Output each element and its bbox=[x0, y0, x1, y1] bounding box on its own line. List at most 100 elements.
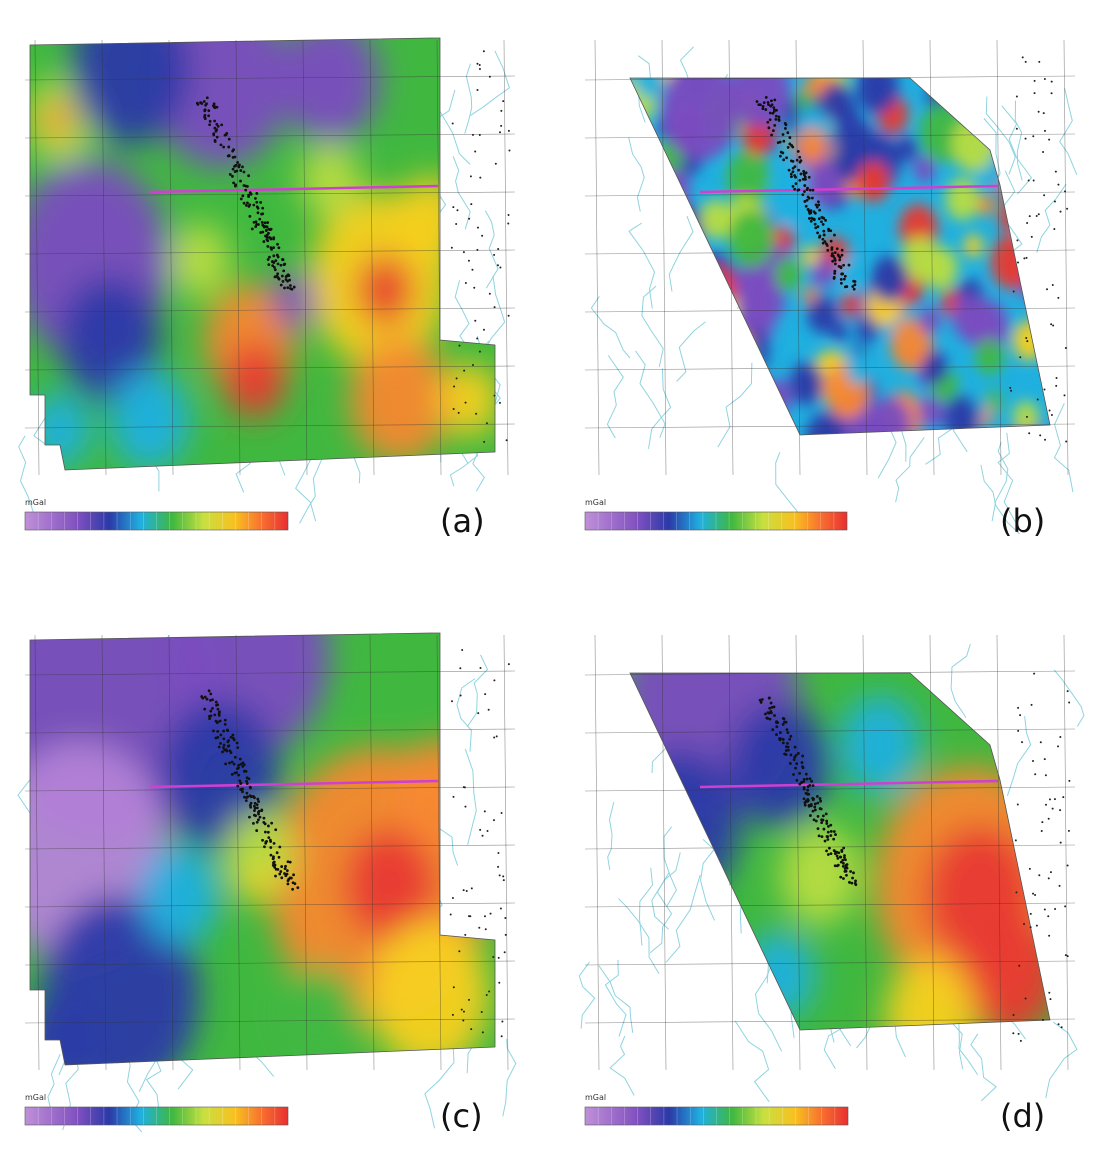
well bbox=[854, 883, 858, 887]
well bbox=[784, 749, 788, 752]
river bbox=[991, 441, 1009, 522]
anomaly bbox=[280, 38, 380, 143]
section-line bbox=[661, 634, 667, 1071]
heatmap-blobs bbox=[30, 633, 490, 1065]
section-line bbox=[369, 39, 375, 476]
anomaly bbox=[1006, 114, 1050, 168]
well bbox=[453, 385, 456, 388]
well bbox=[499, 907, 502, 910]
well bbox=[1048, 934, 1051, 937]
well bbox=[262, 816, 266, 820]
well bbox=[239, 788, 243, 791]
well bbox=[1026, 222, 1029, 225]
anomaly bbox=[857, 161, 891, 203]
well bbox=[239, 762, 243, 766]
well bbox=[507, 314, 510, 317]
well bbox=[208, 717, 212, 720]
anomaly bbox=[647, 163, 691, 216]
well bbox=[817, 217, 821, 221]
well bbox=[249, 795, 253, 799]
well bbox=[769, 104, 773, 108]
panel-label: (c) bbox=[440, 1097, 483, 1135]
river bbox=[609, 1035, 635, 1096]
well bbox=[232, 762, 236, 766]
well bbox=[768, 696, 771, 700]
well bbox=[810, 779, 814, 783]
well bbox=[788, 142, 792, 146]
well bbox=[833, 852, 837, 855]
well bbox=[217, 745, 221, 749]
well bbox=[837, 851, 841, 855]
map-outline bbox=[29, 37, 496, 471]
well bbox=[488, 75, 491, 78]
well bbox=[821, 814, 825, 818]
well bbox=[277, 277, 281, 281]
well bbox=[215, 122, 219, 126]
well bbox=[489, 912, 492, 915]
river bbox=[628, 222, 656, 309]
heatmap bbox=[30, 38, 495, 470]
river bbox=[1045, 1021, 1078, 1099]
well bbox=[267, 836, 271, 840]
well bbox=[483, 810, 486, 813]
well bbox=[263, 822, 267, 826]
anomaly bbox=[150, 38, 290, 168]
well bbox=[227, 145, 231, 149]
anomaly bbox=[673, 366, 718, 422]
profile-line bbox=[149, 184, 439, 194]
well bbox=[793, 174, 797, 177]
anomaly bbox=[923, 246, 958, 290]
well bbox=[783, 122, 787, 125]
well bbox=[832, 254, 835, 258]
well bbox=[806, 207, 810, 211]
well bbox=[1010, 389, 1013, 392]
well bbox=[504, 933, 507, 936]
well bbox=[811, 798, 815, 802]
well bbox=[269, 853, 273, 857]
well bbox=[1019, 714, 1022, 717]
well bbox=[286, 860, 290, 864]
anomaly bbox=[1038, 233, 1050, 262]
well bbox=[1043, 194, 1046, 197]
well bbox=[781, 151, 785, 155]
well bbox=[459, 694, 462, 697]
well bbox=[761, 104, 765, 108]
well bbox=[802, 777, 806, 781]
river bbox=[638, 867, 654, 946]
river bbox=[1001, 105, 1033, 195]
well bbox=[1060, 1026, 1063, 1029]
well bbox=[775, 108, 778, 112]
well bbox=[501, 1020, 504, 1023]
well bbox=[209, 698, 212, 702]
well bbox=[452, 407, 455, 410]
well bbox=[771, 728, 775, 731]
well bbox=[507, 663, 510, 666]
section-line bbox=[594, 39, 600, 476]
well bbox=[245, 791, 249, 795]
well bbox=[264, 228, 268, 232]
well bbox=[254, 220, 258, 224]
well bbox=[245, 779, 248, 783]
anomaly bbox=[913, 155, 936, 183]
well bbox=[1042, 112, 1045, 115]
river bbox=[456, 678, 476, 752]
well bbox=[273, 268, 277, 272]
well bbox=[778, 154, 782, 158]
well bbox=[458, 950, 461, 953]
well bbox=[1047, 877, 1050, 880]
anomaly bbox=[683, 263, 718, 307]
well bbox=[478, 350, 481, 353]
anomaly bbox=[635, 414, 674, 435]
well bbox=[269, 227, 273, 231]
well bbox=[1037, 213, 1040, 216]
anomaly bbox=[890, 317, 933, 371]
well bbox=[1054, 908, 1057, 911]
well bbox=[829, 823, 833, 827]
well bbox=[234, 183, 238, 187]
well bbox=[797, 168, 801, 172]
well bbox=[272, 237, 275, 241]
well bbox=[768, 118, 772, 122]
map-outline bbox=[29, 632, 496, 1066]
well bbox=[835, 864, 839, 868]
well bbox=[1050, 413, 1053, 416]
